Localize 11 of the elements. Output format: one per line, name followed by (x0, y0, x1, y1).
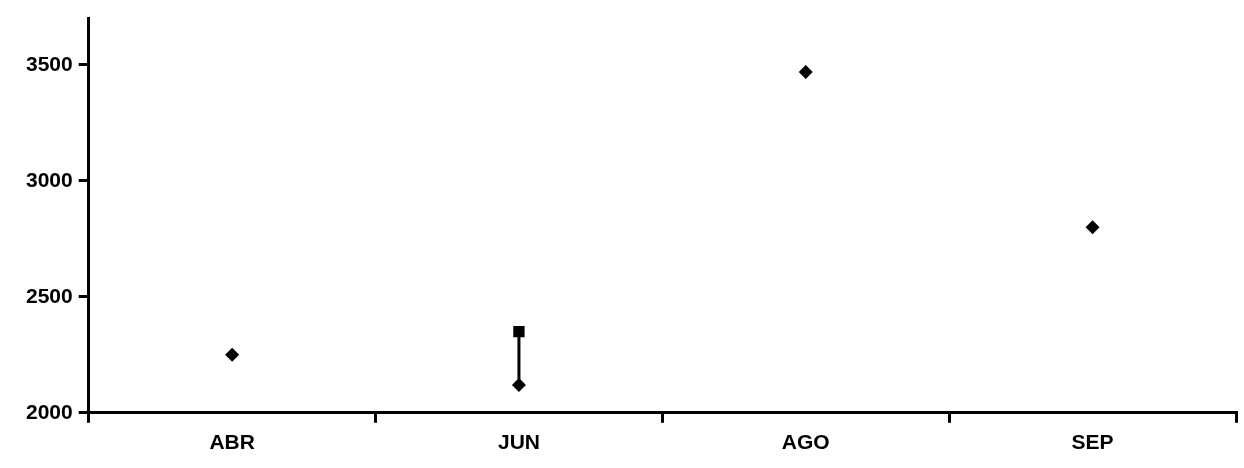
y-tick-label: 3000 (26, 167, 73, 191)
x-tick-label: ABR (209, 430, 255, 454)
y-tick-label: 2000 (26, 399, 73, 423)
point (1085, 220, 1100, 235)
point (798, 64, 813, 79)
point (225, 347, 240, 362)
x-tick-label: JUN (497, 430, 540, 454)
y-tick-label: 2500 (26, 283, 73, 307)
y-tick-label: 3500 (26, 51, 73, 75)
x-tick-label: AGO (781, 430, 830, 454)
x-tick-label: SEP (1071, 430, 1114, 454)
